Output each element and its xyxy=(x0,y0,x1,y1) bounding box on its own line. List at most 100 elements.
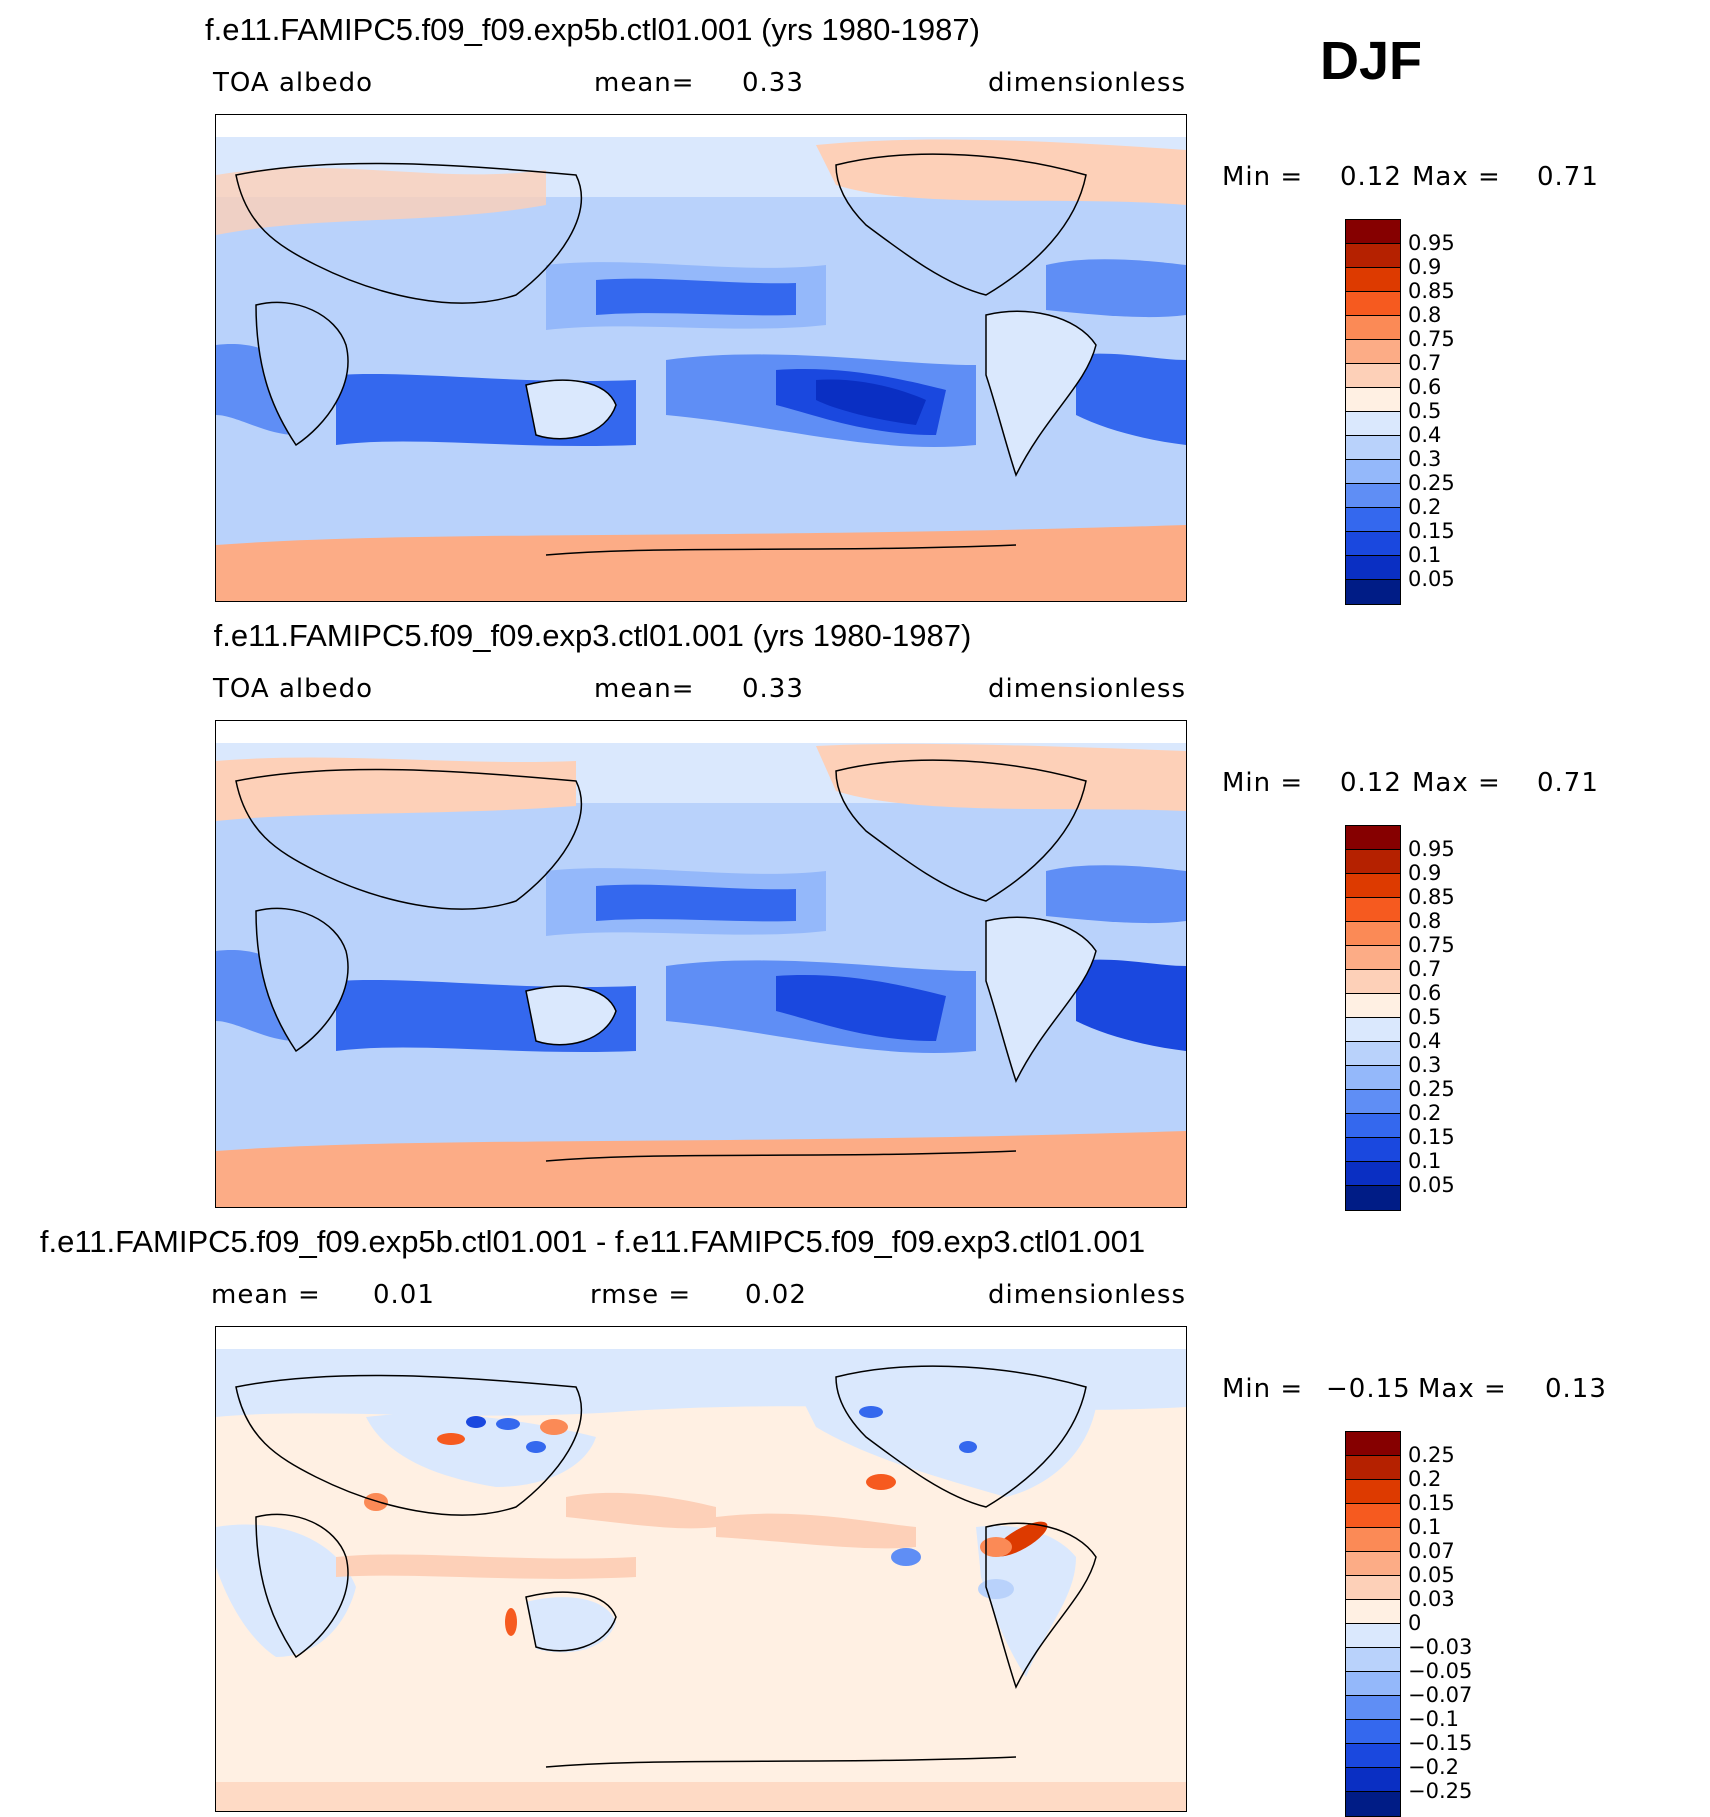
colorbar-box xyxy=(1346,508,1400,532)
colorbar-tick-label: 0.2 xyxy=(1408,495,1442,519)
colorbar-tick-label: 0.25 xyxy=(1408,1077,1455,1101)
panel-title: f.e11.FAMIPC5.f09_f09.exp3.ctl01.001 (yr… xyxy=(213,618,972,653)
colorbar-box xyxy=(1346,874,1400,898)
albedo-map xyxy=(215,720,1187,1208)
colorbar-box xyxy=(1346,484,1400,508)
colorbar xyxy=(1345,825,1401,1211)
colorbar-box xyxy=(1346,244,1400,268)
mean-label: mean= xyxy=(594,68,695,98)
difference-map xyxy=(215,1326,1187,1812)
colorbar-tick-label: 0.05 xyxy=(1408,1173,1455,1197)
colorbar-box xyxy=(1346,364,1400,388)
colorbar-tick-label: 0.85 xyxy=(1408,279,1455,303)
colorbar-tick-label: 0.6 xyxy=(1408,981,1442,1005)
max-label: Max = xyxy=(1418,1374,1507,1404)
colorbar-box xyxy=(1346,292,1400,316)
colorbar-tick-label: −0.25 xyxy=(1408,1779,1473,1803)
colorbar-tick-label: 0.2 xyxy=(1408,1101,1442,1125)
variable-label: TOA albedo xyxy=(213,674,374,704)
colorbar-tick-label: 0.95 xyxy=(1408,231,1455,255)
colorbar-box xyxy=(1346,826,1400,850)
mean-label: mean= xyxy=(594,674,695,704)
colorbar-tick-label: 0.15 xyxy=(1408,519,1455,543)
colorbar-box xyxy=(1346,1768,1400,1792)
min-value: 0.12 xyxy=(1340,768,1402,798)
rmse-label: rmse = xyxy=(590,1280,692,1310)
panel-exp5b: f.e11.FAMIPC5.f09_f09.exp5b.ctl01.001 (y… xyxy=(0,12,1710,612)
colorbar-tick-label: 0.75 xyxy=(1408,327,1455,351)
colorbar-box xyxy=(1346,1696,1400,1720)
colorbar-box xyxy=(1346,946,1400,970)
colorbar-tick-label: 0.03 xyxy=(1408,1587,1455,1611)
colorbar-tick-label: 0.1 xyxy=(1408,1515,1442,1539)
colorbar-box xyxy=(1346,1138,1400,1162)
colorbar-tick-label: 0.25 xyxy=(1408,471,1455,495)
colorbar-box xyxy=(1346,1432,1400,1456)
colorbar-box xyxy=(1346,436,1400,460)
rmse-value: 0.02 xyxy=(745,1280,807,1310)
mean-value: 0.01 xyxy=(373,1280,435,1310)
colorbar-tick-label: −0.07 xyxy=(1408,1683,1473,1707)
colorbar-tick-label: 0.15 xyxy=(1408,1125,1455,1149)
colorbar-box xyxy=(1346,340,1400,364)
colorbar-tick-label: 0.9 xyxy=(1408,861,1442,885)
colorbar-box xyxy=(1346,1576,1400,1600)
colorbar-tick-label: 0.1 xyxy=(1408,543,1442,567)
colorbar-box xyxy=(1346,316,1400,340)
colorbar-tick-label: 0.7 xyxy=(1408,957,1442,981)
colorbar-tick-label: 0.5 xyxy=(1408,1005,1442,1029)
colorbar-box xyxy=(1346,412,1400,436)
colorbar-tick-label: −0.1 xyxy=(1408,1707,1459,1731)
max-value: 0.71 xyxy=(1537,768,1599,798)
season-label: DJF xyxy=(1320,31,1423,91)
colorbar-tick-label: −0.2 xyxy=(1408,1755,1459,1779)
colorbar-box xyxy=(1346,580,1400,604)
mean-value: 0.33 xyxy=(742,674,804,704)
colorbar-box xyxy=(1346,850,1400,874)
mean-label: mean = xyxy=(211,1280,321,1310)
colorbar xyxy=(1345,1431,1401,1817)
colorbar-tick-label: 0 xyxy=(1408,1611,1422,1635)
max-value: 0.13 xyxy=(1545,1374,1607,1404)
colorbar xyxy=(1345,219,1401,605)
min-value: −0.15 xyxy=(1326,1374,1411,1404)
mean-value: 0.33 xyxy=(742,68,804,98)
max-label: Max = xyxy=(1412,768,1501,798)
colorbar-tick-label: −0.05 xyxy=(1408,1659,1473,1683)
colorbar-box xyxy=(1346,1600,1400,1624)
colorbar-box xyxy=(1346,460,1400,484)
min-label: Min = xyxy=(1222,768,1304,798)
colorbar-box xyxy=(1346,994,1400,1018)
units-label: dimensionless xyxy=(988,674,1186,704)
colorbar-box xyxy=(1346,1162,1400,1186)
colorbar-box xyxy=(1346,1114,1400,1138)
units-label: dimensionless xyxy=(988,1280,1186,1310)
colorbar-box xyxy=(1346,1456,1400,1480)
colorbar-tick-label: 0.15 xyxy=(1408,1491,1455,1515)
variable-label: TOA albedo xyxy=(213,68,374,98)
panel-exp3: f.e11.FAMIPC5.f09_f09.exp3.ctl01.001 (yr… xyxy=(0,618,1710,1218)
colorbar-box xyxy=(1346,1018,1400,1042)
colorbar-tick-label: 0.4 xyxy=(1408,1029,1442,1053)
colorbar-box xyxy=(1346,1552,1400,1576)
colorbar-box xyxy=(1346,898,1400,922)
colorbar-tick-label: 0.4 xyxy=(1408,423,1442,447)
colorbar-box xyxy=(1346,1504,1400,1528)
colorbar-tick-label: 0.3 xyxy=(1408,1053,1442,1077)
colorbar-box xyxy=(1346,1090,1400,1114)
colorbar-tick-label: 0.07 xyxy=(1408,1539,1455,1563)
colorbar-tick-label: 0.8 xyxy=(1408,909,1442,933)
colorbar-tick-label: 0.2 xyxy=(1408,1467,1442,1491)
min-label: Min = xyxy=(1222,1374,1304,1404)
colorbar-tick-label: −0.15 xyxy=(1408,1731,1473,1755)
colorbar-box xyxy=(1346,532,1400,556)
colorbar-box xyxy=(1346,388,1400,412)
colorbar-tick-label: 0.9 xyxy=(1408,255,1442,279)
colorbar-tick-label: 0.05 xyxy=(1408,567,1455,591)
colorbar-box xyxy=(1346,1744,1400,1768)
colorbar-box xyxy=(1346,1042,1400,1066)
colorbar-tick-label: 0.95 xyxy=(1408,837,1455,861)
panel-difference: f.e11.FAMIPC5.f09_f09.exp5b.ctl01.001 - … xyxy=(0,1224,1710,1817)
colorbar-tick-label: 0.85 xyxy=(1408,885,1455,909)
colorbar-tick-label: −0.03 xyxy=(1408,1635,1473,1659)
